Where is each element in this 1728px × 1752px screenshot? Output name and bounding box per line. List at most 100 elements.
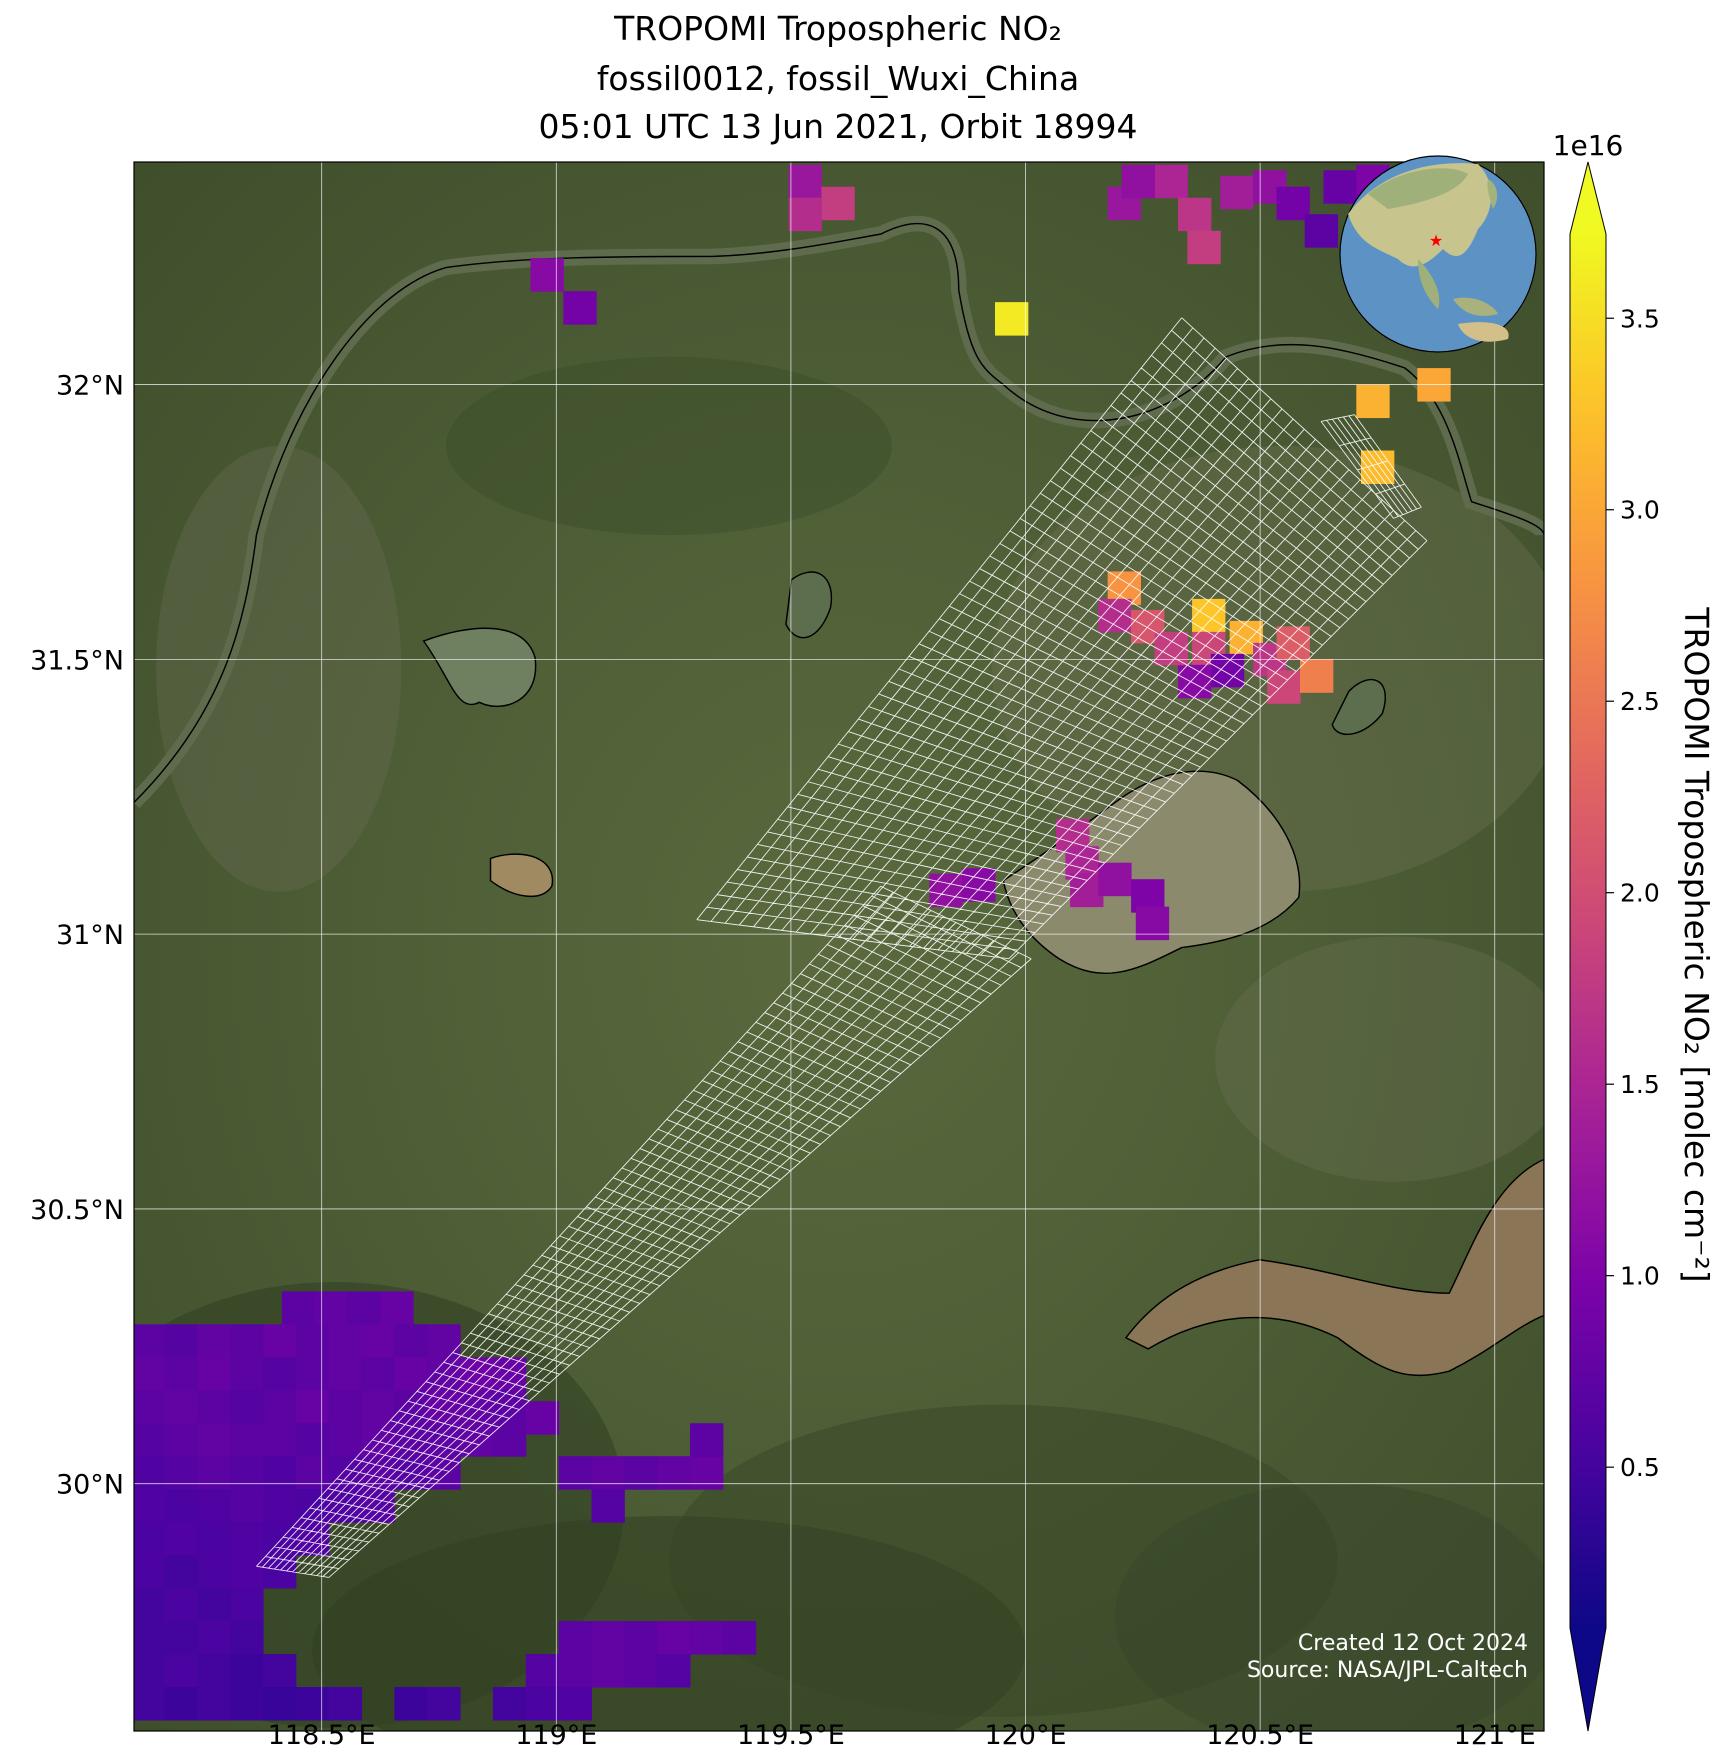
no2-pixel	[821, 186, 855, 221]
no2-pixel	[197, 1456, 231, 1490]
no2-pixel	[295, 1687, 330, 1721]
colorbar: 0.5 1.0 1.5 2.0 2.5 3.0 3.5	[1569, 161, 1660, 1732]
title-line: TROPOMI Tropospheric NO₂	[613, 9, 1062, 48]
y-tick-label: 31.5°N	[30, 645, 124, 676]
no2-pixel	[263, 1390, 297, 1424]
no2-pixel	[657, 1654, 691, 1688]
no2-pixel	[1178, 664, 1212, 699]
no2-pixel	[591, 1654, 625, 1688]
colorbar-outline	[1569, 161, 1607, 1732]
no2-pixel	[361, 1390, 395, 1424]
y-tick-label: 31°N	[56, 920, 124, 951]
no2-pixel	[230, 1324, 264, 1358]
colorbar-body	[1570, 234, 1606, 1628]
no2-pixel	[347, 1291, 381, 1325]
no2-pixel	[197, 1357, 231, 1391]
map-frame	[133, 161, 1545, 1732]
no2-pixel	[295, 1357, 330, 1391]
x-tick-label: 119.5°E	[737, 1720, 845, 1751]
no2-pixel	[134, 1324, 165, 1358]
colorbar-tick-label: 1.5	[1620, 1070, 1660, 1099]
no2-pixel	[657, 1456, 691, 1490]
no2-pixel	[164, 1621, 198, 1655]
no2-pixel	[263, 1357, 297, 1391]
no2-pixel	[164, 1687, 198, 1721]
no2-pixel	[295, 1522, 330, 1556]
no2-pixel	[962, 868, 996, 902]
no2-pixel	[1276, 186, 1310, 221]
no2-pixel	[558, 1456, 592, 1490]
no2-pixel	[1187, 230, 1221, 265]
no2-pixel	[558, 1621, 592, 1655]
no2-pixel	[164, 1522, 198, 1556]
no2-pixel	[197, 1687, 231, 1721]
footprint-cells	[1320, 414, 1422, 519]
no2-pixel	[197, 1588, 231, 1622]
no2-pixel	[230, 1357, 264, 1391]
colorbar-tick-label: 3.0	[1620, 496, 1660, 525]
no2-pixel	[263, 1489, 297, 1523]
colorbar-tick-label: 0.5	[1620, 1453, 1660, 1482]
no2-pixel	[328, 1456, 363, 1490]
no2-pixel	[134, 1687, 165, 1721]
title-line: 05:01 UTC 13 Jun 2021, Orbit 18994	[538, 107, 1137, 146]
no2-pixel	[263, 1687, 297, 1721]
footprint-cells	[696, 317, 1428, 960]
no2-pixel	[230, 1654, 264, 1688]
no2-pixel	[164, 1390, 198, 1424]
no2-pixel	[1220, 175, 1254, 210]
no2-pixel	[1135, 906, 1170, 941]
no2-pixel	[690, 1423, 724, 1457]
no2-pixel	[624, 1456, 658, 1490]
no2-pixel	[328, 1423, 363, 1457]
no2-pixel	[722, 1621, 757, 1655]
no2-pixel	[197, 1654, 231, 1688]
y-tick-label: 32°N	[56, 371, 124, 402]
y-tick-label: 30.5°N	[30, 1195, 124, 1226]
no2-pixel	[230, 1687, 264, 1721]
colorbar-tick-label: 2.0	[1620, 879, 1660, 908]
no2-pixel	[591, 1456, 625, 1490]
no2-pixel	[530, 258, 564, 292]
no2-pixel	[197, 1522, 231, 1556]
no2-pixel	[361, 1489, 395, 1523]
no2-pixel	[1121, 164, 1156, 199]
no2-pixel	[230, 1522, 264, 1556]
no2-pixel	[164, 1423, 198, 1457]
no2-pixel	[263, 1456, 297, 1490]
y-tick-label: 30°N	[56, 1470, 124, 1501]
no2-pixel	[1098, 862, 1132, 897]
no2-pixel	[197, 1489, 231, 1523]
colorbar-exponent: 1e16	[1553, 129, 1624, 162]
footprint-cells	[256, 885, 1032, 1578]
no2-pixel	[427, 1687, 461, 1721]
no2-pixels	[134, 164, 1451, 1721]
no2-pixel	[295, 1456, 330, 1490]
no2-pixel	[563, 291, 597, 325]
x-tick-label: 118.5°E	[268, 1720, 376, 1751]
colorbar-tick-label: 2.5	[1620, 687, 1660, 716]
no2-pixel	[134, 1489, 165, 1523]
no2-pixel	[328, 1357, 363, 1391]
no2-pixel	[263, 1324, 297, 1358]
no2-pixel	[591, 1489, 625, 1523]
no2-pixel	[263, 1423, 297, 1457]
no2-pixel	[624, 1654, 658, 1688]
no2-pixel	[394, 1357, 428, 1391]
no2-pixel	[361, 1324, 395, 1358]
no2-pixel	[134, 1621, 165, 1655]
no2-pixel	[1192, 598, 1226, 633]
no2-pixel	[394, 1687, 428, 1721]
no2-pixel	[295, 1423, 330, 1457]
x-tick-label: 120°E	[984, 1720, 1066, 1751]
no2-pixel	[197, 1621, 231, 1655]
no2-pixel	[1323, 170, 1357, 204]
credit: Created 12 Oct 2024	[1298, 1631, 1528, 1656]
no2-pixel	[427, 1390, 461, 1424]
no2-pixel	[164, 1588, 198, 1622]
colorbar-tick-label: 1.0	[1620, 1262, 1660, 1291]
no2-pixel	[1300, 659, 1334, 693]
no2-pixel	[134, 1423, 165, 1457]
no2-pixel	[197, 1390, 231, 1424]
no2-pixel	[164, 1357, 198, 1391]
